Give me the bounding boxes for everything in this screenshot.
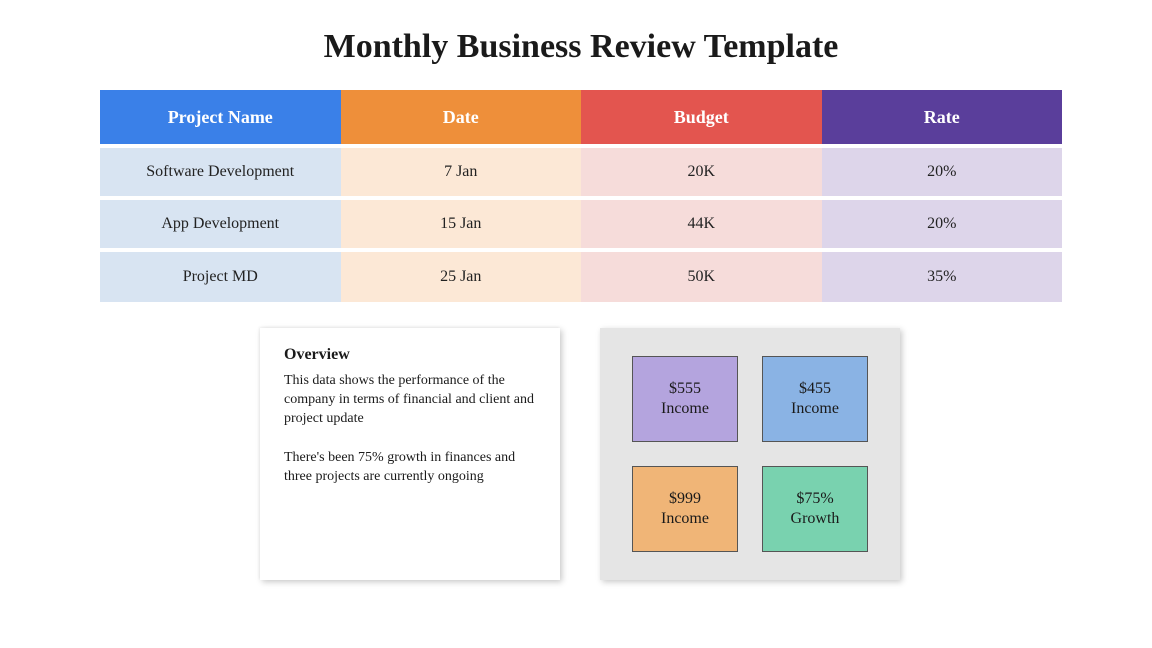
overview-heading: Overview xyxy=(284,346,536,364)
cell-date: 25 Jan xyxy=(341,250,582,302)
metrics-card: $555Income$455Income$999Income$75%Growth xyxy=(600,328,900,580)
cell-date: 7 Jan xyxy=(341,146,582,198)
col-header-date: Date xyxy=(341,90,582,146)
metric-label: Income xyxy=(661,399,709,419)
metric-box: $75%Growth xyxy=(762,466,868,552)
col-header-budget: Budget xyxy=(581,90,822,146)
metric-label: Income xyxy=(661,509,709,529)
metric-value: $555 xyxy=(669,379,701,399)
col-header-rate: Rate xyxy=(822,90,1063,146)
metric-box: $999Income xyxy=(632,466,738,552)
table-header-row: Project Name Date Budget Rate xyxy=(100,90,1062,146)
cell-project-name: App Development xyxy=(100,198,341,250)
cell-project-name: Project MD xyxy=(100,250,341,302)
cell-budget: 50K xyxy=(581,250,822,302)
col-header-project: Project Name xyxy=(100,90,341,146)
bottom-row: Overview This data shows the performance… xyxy=(260,328,1062,580)
overview-paragraph-1: This data shows the performance of the c… xyxy=(284,372,536,429)
overview-paragraph-2: There's been 75% growth in finances and … xyxy=(284,449,536,487)
projects-table: Project Name Date Budget Rate Software D… xyxy=(100,90,1062,302)
table-row: App Development15 Jan44K20% xyxy=(100,198,1062,250)
cell-project-name: Software Development xyxy=(100,146,341,198)
cell-rate: 20% xyxy=(822,198,1063,250)
cell-date: 15 Jan xyxy=(341,198,582,250)
metric-value: $455 xyxy=(799,379,831,399)
metric-value: $999 xyxy=(669,489,701,509)
cell-rate: 35% xyxy=(822,250,1063,302)
metric-value: $75% xyxy=(796,489,833,509)
metric-label: Income xyxy=(791,399,839,419)
cell-budget: 20K xyxy=(581,146,822,198)
table-body: Software Development7 Jan20K20%App Devel… xyxy=(100,146,1062,302)
cell-rate: 20% xyxy=(822,146,1063,198)
metric-label: Growth xyxy=(791,509,840,529)
page-title: Monthly Business Review Template xyxy=(100,28,1062,66)
metric-box: $555Income xyxy=(632,356,738,442)
table-row: Project MD25 Jan50K35% xyxy=(100,250,1062,302)
overview-card: Overview This data shows the performance… xyxy=(260,328,560,580)
cell-budget: 44K xyxy=(581,198,822,250)
table-row: Software Development7 Jan20K20% xyxy=(100,146,1062,198)
metric-box: $455Income xyxy=(762,356,868,442)
